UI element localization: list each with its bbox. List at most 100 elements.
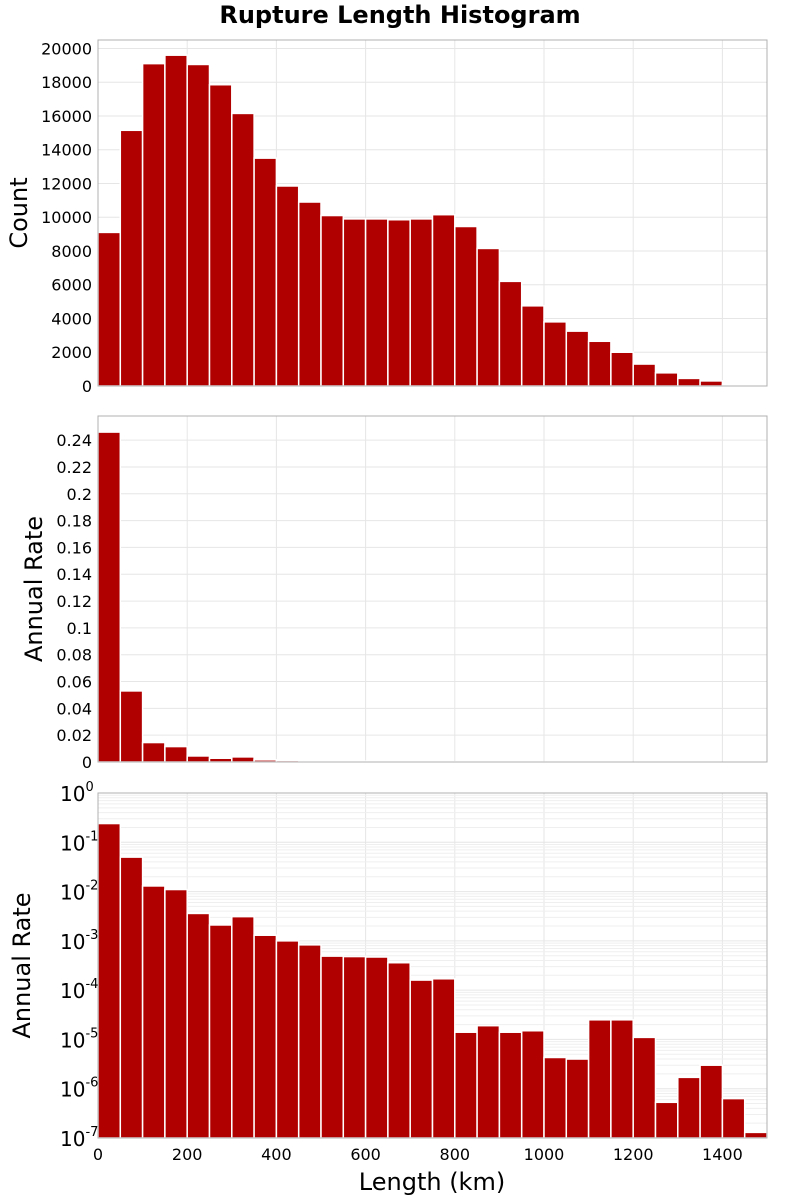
bar <box>208 83 233 387</box>
plot-frame <box>97 415 768 763</box>
bar <box>297 201 322 387</box>
bar <box>409 979 434 1139</box>
bar <box>97 431 122 763</box>
bar <box>275 185 300 387</box>
bar <box>699 1064 724 1139</box>
y-axis-label: Annual Rate <box>8 892 36 1038</box>
bar <box>587 340 612 387</box>
y-axis-label: Count <box>5 177 33 248</box>
y-tick-label: 0.14 <box>56 565 92 584</box>
y-tick-label: 0 <box>82 377 92 396</box>
bar <box>632 1036 657 1139</box>
bar <box>654 372 679 387</box>
bar <box>587 1019 612 1139</box>
bar <box>253 934 278 1139</box>
bar <box>565 1058 590 1139</box>
bar <box>520 1029 545 1139</box>
bar <box>454 225 478 387</box>
bar <box>364 956 389 1139</box>
bar <box>476 1024 501 1139</box>
bar <box>632 363 657 387</box>
bar <box>119 690 144 763</box>
y-tick-label: 18000 <box>41 73 92 92</box>
bar <box>520 305 545 387</box>
bar <box>476 247 501 387</box>
y-tick-label: 10-4 <box>60 977 98 1003</box>
x-tick-label: 200 <box>172 1145 203 1164</box>
bar <box>699 380 724 387</box>
chart-panels: 0200040006000800010000120001400016000180… <box>5 39 768 1164</box>
y-tick-label: 0 <box>82 753 92 772</box>
bar <box>654 1101 679 1139</box>
bar <box>186 755 211 763</box>
bar <box>543 321 568 387</box>
x-tick-label: 1400 <box>702 1145 743 1164</box>
bar <box>320 214 345 387</box>
bar <box>186 63 211 387</box>
panel-3: 10-7 10-6 10-5 10-4 10-3 10-2 10-1 100 Annual Ra… <box>8 780 768 1151</box>
y-tick-label: 6000 <box>51 276 92 295</box>
bar <box>610 351 634 387</box>
y-tick-label: 10000 <box>41 208 92 227</box>
bar <box>320 955 345 1139</box>
bar <box>164 54 188 387</box>
panel-2: 0 0.02 0.04 0.06 0.08 0.1 0.12 0.14 0.16 0.18 0.2 0… <box>20 415 768 772</box>
bar <box>208 924 233 1139</box>
bar <box>610 1019 634 1139</box>
x-axis-label: Length (km) <box>359 1168 505 1196</box>
y-tick-label: 10-2 <box>60 879 98 905</box>
bar <box>387 219 411 387</box>
panel-1: 0 2000 4000 6000 8000 10000 12000 14000 16000 180… <box>5 39 768 396</box>
y-tick-label: 8000 <box>51 242 92 261</box>
y-tick-label: 0.24 <box>56 431 92 450</box>
bar <box>97 231 122 387</box>
y-tick-label: 10-5 <box>60 1026 98 1052</box>
bar <box>208 757 233 763</box>
y-tick-label: 2000 <box>51 343 92 362</box>
plot-frame <box>97 792 768 1139</box>
y-tick-label: 14000 <box>41 141 92 160</box>
y-tick-label: 10-1 <box>60 829 98 855</box>
bar <box>231 756 255 763</box>
bar <box>141 62 166 387</box>
y-tick-label: 12000 <box>41 174 92 193</box>
y-tick-label: 20000 <box>41 39 92 58</box>
bar <box>498 1031 523 1139</box>
bar <box>141 741 166 763</box>
y-axis-label: Annual Rate <box>20 516 48 662</box>
y-tick-label: 0.22 <box>56 458 92 477</box>
x-tick-label: 400 <box>261 1145 292 1164</box>
y-tick-label: 0.2 <box>67 485 92 504</box>
y-tick-label: 10-3 <box>60 928 98 954</box>
y-tick-label: 0.04 <box>56 699 92 718</box>
bar <box>186 912 211 1139</box>
bar <box>364 218 389 387</box>
bar <box>543 1056 568 1139</box>
y-tick-label: 0.02 <box>56 726 92 745</box>
y-tick-label: 0.1 <box>67 619 92 638</box>
y-tick-label: 100 <box>60 780 94 806</box>
bar <box>342 218 367 387</box>
y-tick-label: 0.12 <box>56 592 92 611</box>
x-tick-label: 600 <box>350 1145 381 1164</box>
bar <box>677 377 701 387</box>
bar <box>387 961 411 1139</box>
bar <box>498 280 523 387</box>
y-tick-label: 0.18 <box>56 512 92 531</box>
bar <box>97 822 122 1139</box>
bar <box>342 955 367 1139</box>
bar <box>275 940 300 1139</box>
y-tick-label: 0.06 <box>56 673 92 692</box>
x-axis: 0 200 400 600 800 1000 1200 1400 <box>93 1145 743 1164</box>
bar <box>141 885 166 1139</box>
bar <box>431 213 456 387</box>
bar <box>231 112 255 387</box>
bar <box>164 745 188 763</box>
x-tick-label: 800 <box>440 1145 471 1164</box>
bar <box>231 915 255 1139</box>
x-tick-label: 1000 <box>524 1145 565 1164</box>
y-tick-label: 0.16 <box>56 538 92 557</box>
bar <box>164 888 188 1139</box>
x-tick-label: 0 <box>93 1145 103 1164</box>
